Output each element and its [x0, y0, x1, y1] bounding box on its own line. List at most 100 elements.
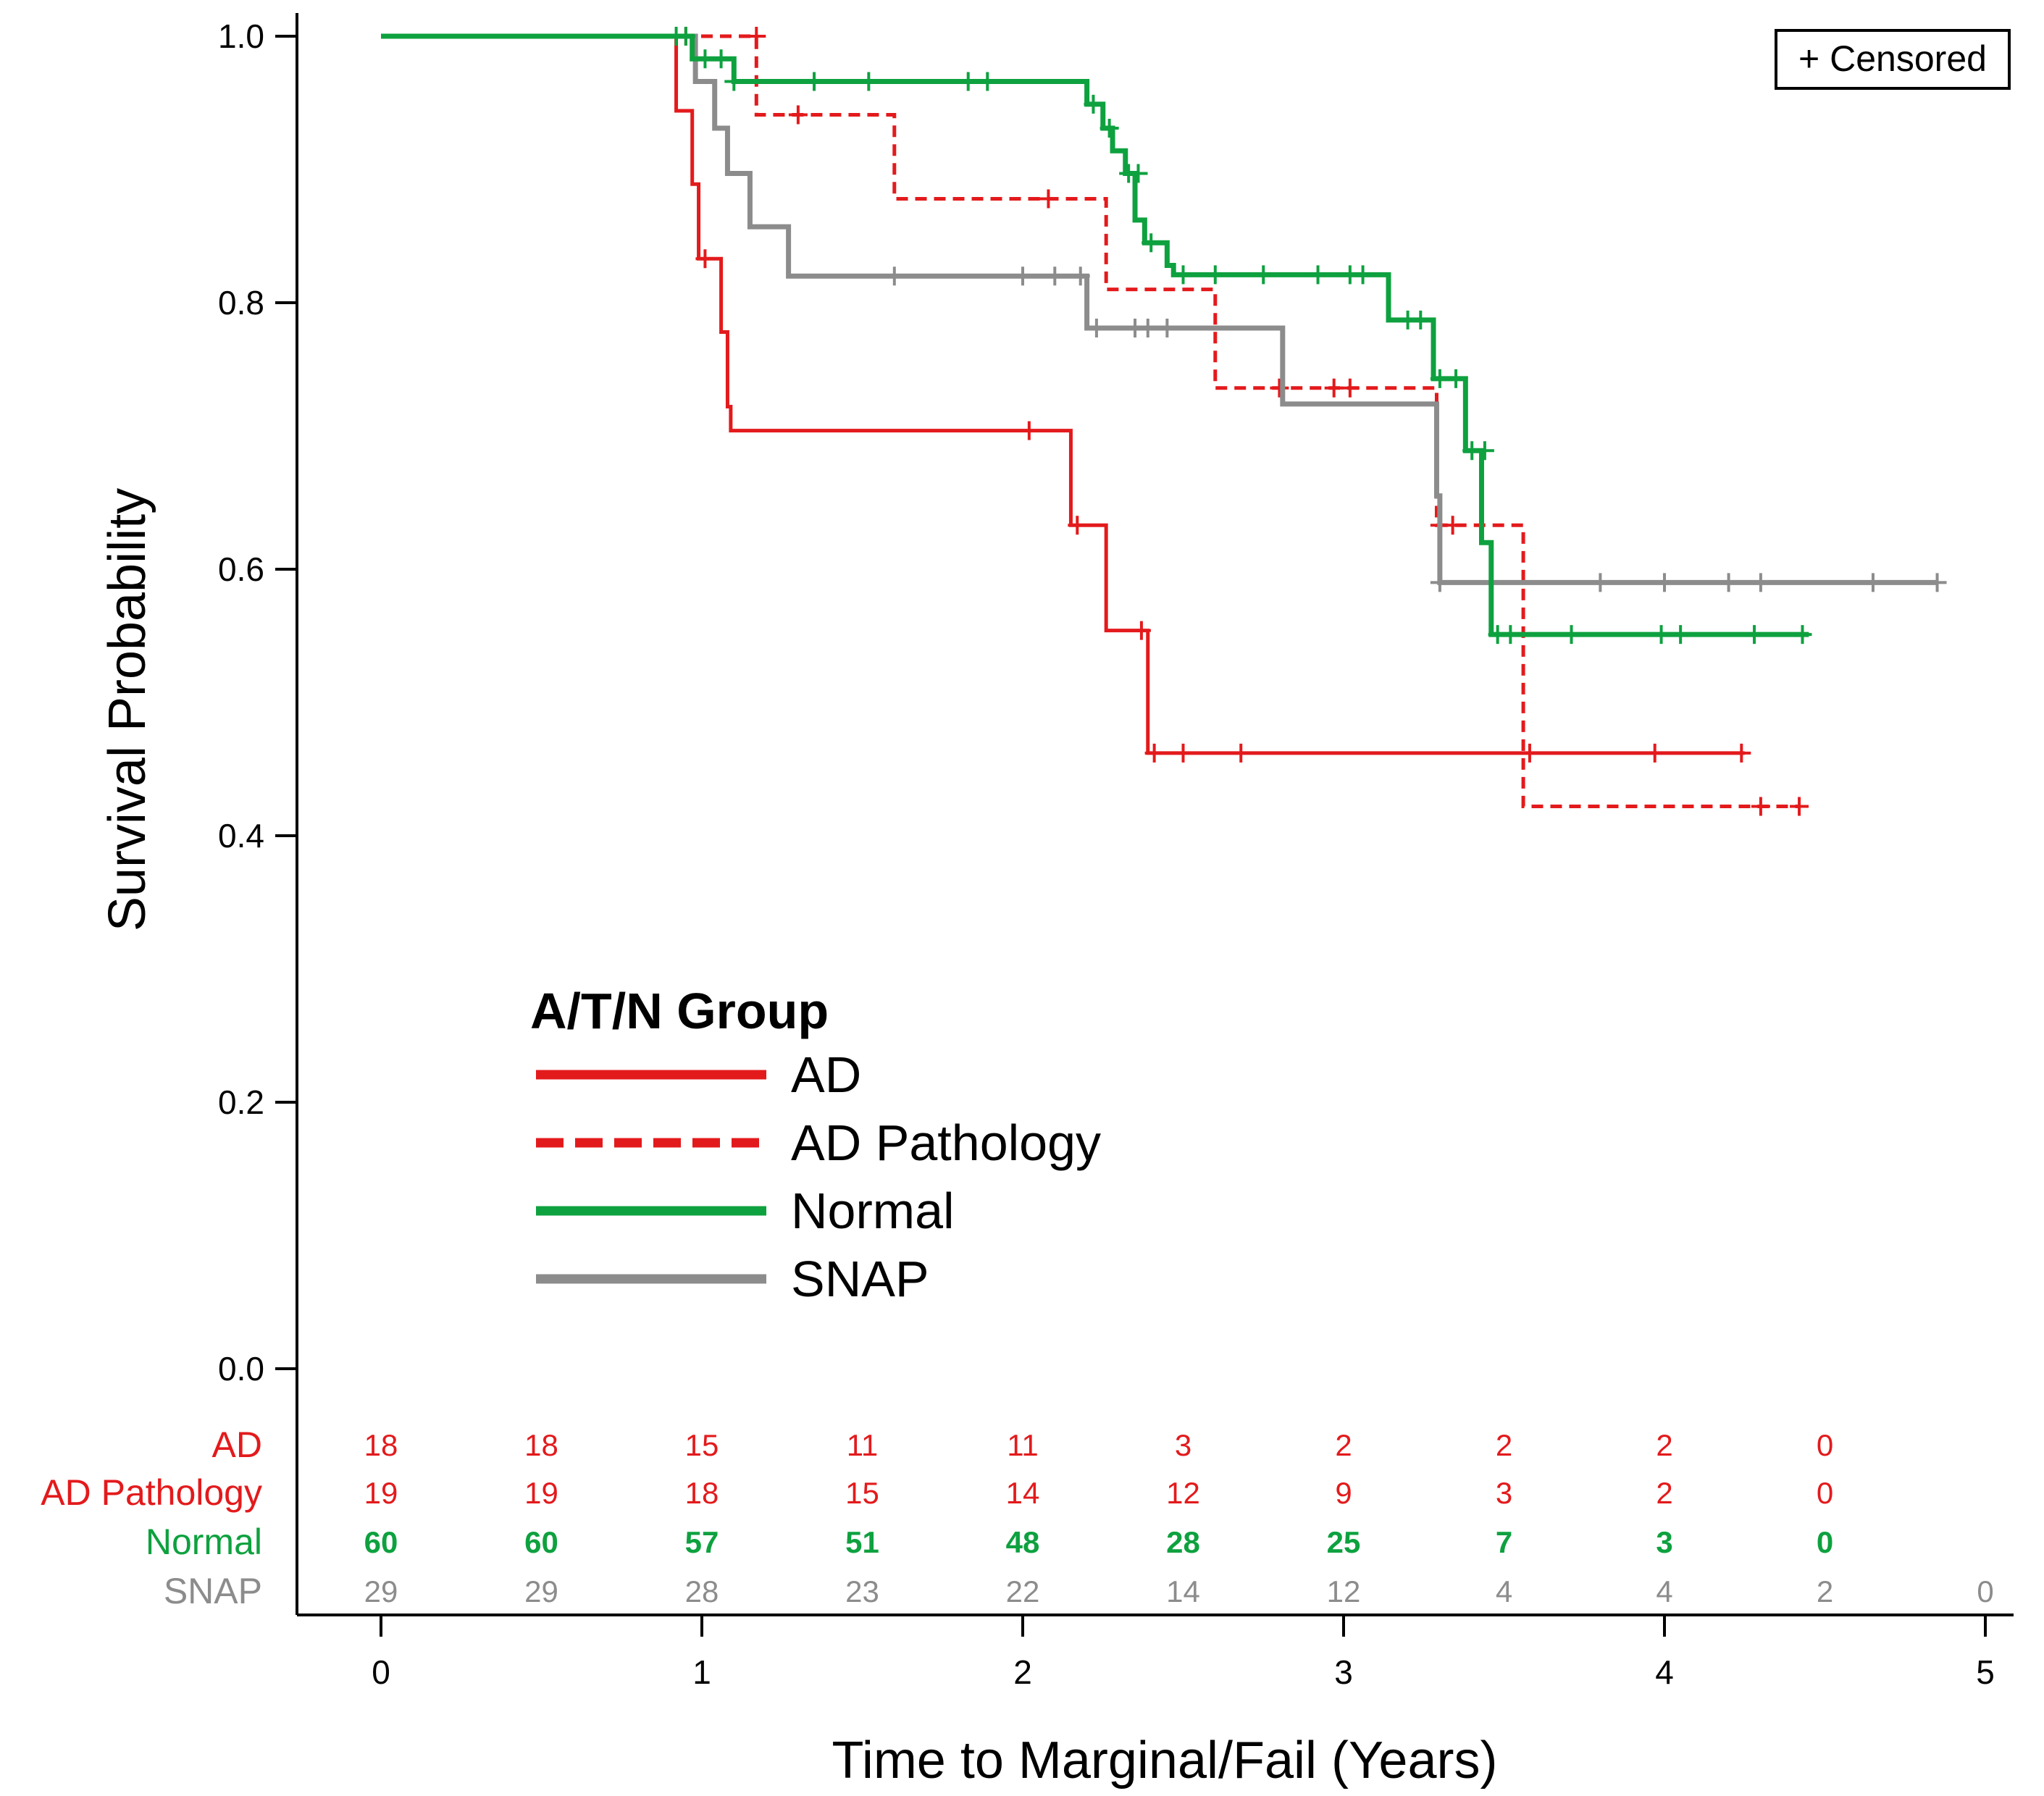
- risk-count: 3: [1175, 1428, 1191, 1462]
- risk-count: 29: [364, 1574, 398, 1608]
- censor-mark: [958, 72, 978, 91]
- axes: [296, 13, 2014, 1616]
- risk-count: 3: [1656, 1525, 1672, 1559]
- risk-count: 11: [847, 1428, 879, 1462]
- risk-count: 15: [685, 1428, 719, 1462]
- risk-count: 12: [1327, 1574, 1361, 1608]
- censor-mark: [1793, 625, 1812, 645]
- censor-mark: [1927, 573, 1947, 592]
- censor-mark: [1863, 573, 1882, 592]
- series-snap: [381, 33, 1947, 592]
- censor-mark: [1142, 233, 1161, 253]
- survival-curve-snap: [381, 33, 1938, 585]
- legend-label-ad: AD: [791, 1046, 861, 1103]
- risk-count: 19: [524, 1476, 558, 1510]
- censor-mark: [1443, 516, 1462, 535]
- risk-count: 4: [1496, 1574, 1512, 1608]
- risk-count: 7: [1496, 1525, 1512, 1559]
- censor-mark: [1100, 118, 1119, 138]
- legend: A/T/N Group AD AD Pathology Normal SNAP: [530, 983, 1101, 1307]
- risk-count: 51: [845, 1525, 879, 1559]
- censor-mark: [1446, 369, 1466, 388]
- censor-mark: [1745, 625, 1764, 645]
- censor-mark: [1157, 318, 1177, 337]
- risk-count: 29: [524, 1574, 558, 1608]
- x-tick-label: 1: [692, 1653, 711, 1691]
- risk-count: 22: [1006, 1574, 1040, 1608]
- censored-legend-box: + Censored: [1775, 29, 2011, 90]
- censor-mark: [1751, 573, 1770, 592]
- censored-legend-frame: [1775, 29, 2011, 90]
- risk-count: 2: [1335, 1428, 1352, 1462]
- censor-mark: [1719, 573, 1738, 592]
- risk-count: 0: [1817, 1525, 1833, 1559]
- risk-count: 14: [1166, 1574, 1200, 1608]
- risk-count: 18: [685, 1476, 719, 1510]
- censor-mark: [1308, 265, 1328, 285]
- risk-count: 60: [524, 1525, 558, 1559]
- series-normal: [381, 27, 1812, 645]
- censor-mark: [695, 249, 715, 269]
- y-ticks: 0.0 0.2 0.4 0.6 0.8 1.0: [218, 17, 297, 1388]
- y-tick-label: 0.0: [218, 1350, 264, 1388]
- y-axis-title: Survival Probability: [99, 488, 156, 931]
- censor-mark: [978, 72, 997, 91]
- censor-mark: [676, 27, 695, 46]
- censor-mark: [1520, 743, 1539, 763]
- y-tick-label: 0.2: [218, 1083, 264, 1121]
- survival-curve-ad-pathology: [381, 34, 1800, 809]
- censor-mark: [695, 49, 715, 69]
- risk-count: 11: [1007, 1428, 1039, 1462]
- legend-label-ad-pathology: AD Pathology: [791, 1115, 1101, 1171]
- y-tick-label: 0.4: [218, 817, 264, 855]
- censor-mark: [1013, 267, 1032, 286]
- censor-mark: [724, 72, 744, 91]
- risk-count: 15: [845, 1476, 879, 1510]
- risk-count: 2: [1496, 1428, 1512, 1462]
- censor-mark: [1270, 378, 1289, 398]
- censor-mark: [1019, 421, 1039, 440]
- censor-mark: [711, 49, 731, 69]
- censor-mark: [1131, 621, 1151, 640]
- survival-curve-normal: [381, 33, 1809, 637]
- x-tick-label: 3: [1334, 1653, 1353, 1691]
- censor-mark: [1751, 797, 1770, 816]
- x-tick-label: 0: [372, 1653, 390, 1691]
- censor-mark: [1254, 265, 1273, 285]
- censor-mark: [788, 105, 808, 125]
- risk-count: 57: [685, 1525, 719, 1559]
- x-tick-label: 5: [1976, 1653, 1995, 1691]
- censor-mark: [1645, 743, 1664, 763]
- censor-mark: [1501, 625, 1520, 645]
- censor-mark: [1039, 189, 1058, 209]
- risk-count: 18: [364, 1428, 398, 1462]
- x-axis-title: Time to Marginal/Fail (Years): [832, 1732, 1498, 1789]
- legend-items: AD AD Pathology Normal SNAP: [536, 1046, 1101, 1307]
- censor-mark: [1671, 625, 1691, 645]
- y-tick-label: 0.6: [218, 550, 264, 588]
- risk-count: 28: [1166, 1525, 1200, 1559]
- censor-mark: [1173, 265, 1193, 285]
- risk-count: 48: [1006, 1525, 1040, 1559]
- censor-mark: [1144, 743, 1164, 763]
- risk-count: 0: [1817, 1428, 1833, 1462]
- censor-mark: [1173, 743, 1193, 763]
- censor-mark: [1071, 267, 1090, 286]
- censor-mark: [1591, 573, 1610, 592]
- risk-count: 2: [1817, 1574, 1833, 1608]
- risk-table: AD 18 18 15 11 11 3 2 2 2 0AD Pathology 19 19 18 15 14 1…: [41, 1424, 1993, 1611]
- censor-mark: [1655, 573, 1674, 592]
- risk-count: 14: [1006, 1476, 1040, 1510]
- censor-mark: [1205, 265, 1225, 285]
- risk-count: 0: [1977, 1574, 1993, 1608]
- legend-label-normal: Normal: [791, 1183, 955, 1239]
- censor-mark: [859, 72, 879, 91]
- censor-mark: [1231, 743, 1251, 763]
- censor-mark: [884, 267, 904, 286]
- series-layer: [381, 27, 1947, 816]
- censor-mark: [1430, 369, 1449, 388]
- risk-count: 2: [1656, 1428, 1672, 1462]
- y-tick-label: 0.8: [218, 284, 264, 322]
- x-ticks: 0 1 2 3 4 5: [372, 1615, 1995, 1691]
